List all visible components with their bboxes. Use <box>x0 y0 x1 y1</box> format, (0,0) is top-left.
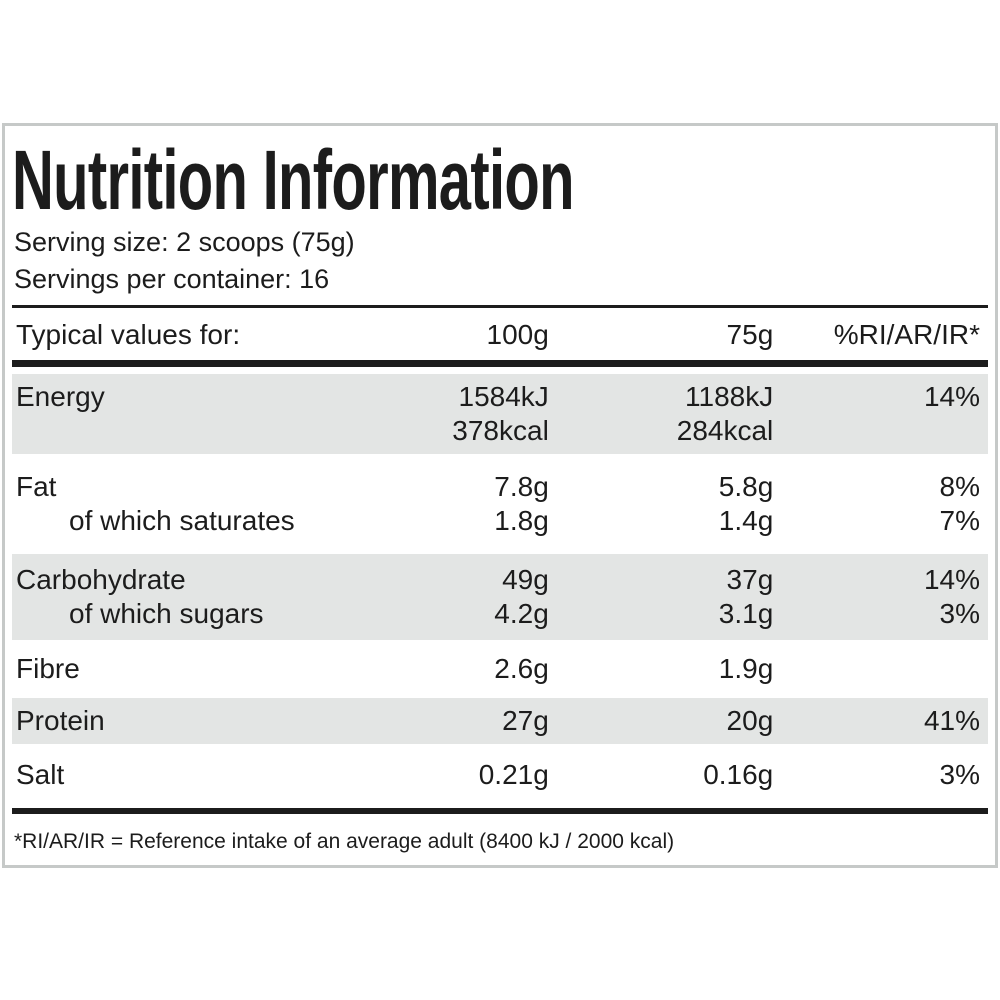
nutrient-name: Energy <box>16 381 105 412</box>
value-100g: 4.2g <box>494 598 549 629</box>
value-75g: 37g <box>726 564 774 595</box>
divider-thick-top <box>12 360 988 367</box>
serving-info: Serving size: 2 scoops (75g) Servings pe… <box>14 224 988 298</box>
nutrition-row: Fibre 2.6g 1.9g <box>12 640 988 698</box>
nutrient-name: Fibre <box>16 653 80 684</box>
nutrient-name: Salt <box>16 759 65 790</box>
value-100g: 2.6g <box>494 653 549 684</box>
nutrition-row: Fat 7.8g 5.8g 8% of which saturates 1.8g 1.4g 7… <box>12 454 988 554</box>
value-ri-percent <box>773 652 988 686</box>
nutrition-row-line: Carbohydrate 49g 37g 14% <box>12 563 988 597</box>
value-ri-percent: 41% <box>923 705 980 736</box>
value-100g: 1584kJ <box>458 381 549 412</box>
column-header-75g: 75g <box>726 319 774 350</box>
value-ri-percent: 14% <box>923 564 980 595</box>
nutrition-row: Energy 1584kJ 1188kJ 14% 378kcal 284kcal <box>12 374 988 454</box>
card-content: Nutrition Information Serving size: 2 sc… <box>5 138 995 856</box>
column-header-100g: 100g <box>486 319 549 350</box>
value-75g: 3.1g <box>718 598 774 629</box>
divider-thick-bottom <box>12 808 988 814</box>
value-ri-percent: 7% <box>939 505 980 536</box>
nutrient-name <box>12 414 441 448</box>
table-header: Typical values for: 100g 75g %RI/AR/IR* <box>12 308 988 360</box>
nutrient-name: of which sugars <box>69 598 264 629</box>
value-100g: 0.21g <box>478 759 549 790</box>
nutrition-label-card: Nutrition Information Serving size: 2 sc… <box>2 123 998 868</box>
value-75g: 1188kJ <box>685 381 774 412</box>
nutrient-name: Carbohydrate <box>16 564 186 595</box>
nutrition-table: Energy 1584kJ 1188kJ 14% 378kcal 284kcal Fat 7.… <box>12 374 988 806</box>
serving-size-line: Serving size: 2 scoops (75g) <box>14 227 355 257</box>
value-75g: 20g <box>726 705 774 736</box>
column-header-typical-values: Typical values for: <box>16 319 241 350</box>
nutrition-row-line: Protein 27g 20g 41% <box>12 704 988 738</box>
value-ri-percent: 3% <box>939 598 980 629</box>
value-ri-percent: 3% <box>939 759 980 790</box>
nutrition-row-line: Fat 7.8g 5.8g 8% <box>12 470 988 504</box>
value-100g: 49g <box>502 564 549 595</box>
value-ri-percent <box>773 414 988 448</box>
value-75g: 5.8g <box>718 471 774 502</box>
page-title: Nutrition Information <box>12 133 574 227</box>
value-75g: 1.4g <box>718 505 774 536</box>
value-75g: 284kcal <box>676 415 774 446</box>
nutrition-row: Protein 27g 20g 41% <box>12 698 988 744</box>
nutrition-row-line: Fibre 2.6g 1.9g <box>12 652 988 686</box>
value-100g: 7.8g <box>494 471 549 502</box>
nutrition-row-line: 378kcal 284kcal <box>12 414 988 448</box>
value-100g: 1.8g <box>494 505 549 536</box>
nutrition-row: Salt 0.21g 0.16g 3% <box>12 744 988 806</box>
value-100g: 27g <box>502 705 549 736</box>
nutrition-row-line: of which saturates 1.8g 1.4g 7% <box>12 504 988 538</box>
reference-intake-footnote: *RI/AR/IR = Reference intake of an avera… <box>14 830 675 853</box>
divider-thin <box>12 305 988 308</box>
nutrition-row: Carbohydrate 49g 37g 14% of which sugars 4.2g… <box>12 554 988 640</box>
value-75g: 1.9g <box>718 653 774 684</box>
nutrition-row-line: of which sugars 4.2g 3.1g 3% <box>12 597 988 631</box>
nutrient-name: of which saturates <box>69 505 295 536</box>
value-ri-percent: 8% <box>939 471 980 502</box>
column-header-ri-ar-ir: %RI/AR/IR* <box>833 319 980 350</box>
nutrition-row-line: Energy 1584kJ 1188kJ 14% <box>12 380 988 414</box>
value-ri-percent: 14% <box>923 381 980 412</box>
servings-per-container-line: Servings per container: 16 <box>14 264 330 294</box>
nutrition-row-line: Salt 0.21g 0.16g 3% <box>12 758 988 792</box>
nutrient-name: Protein <box>16 705 105 736</box>
value-100g: 378kcal <box>452 415 549 446</box>
nutrient-name: Fat <box>16 471 57 502</box>
value-75g: 0.16g <box>703 759 774 790</box>
